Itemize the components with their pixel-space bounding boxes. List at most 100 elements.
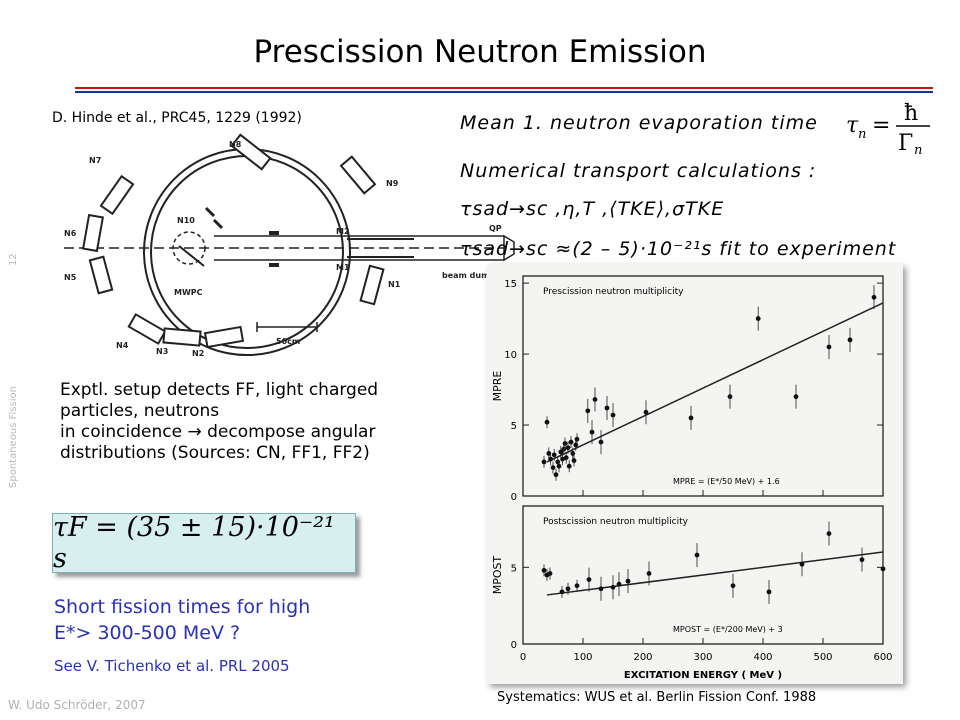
fit-line xyxy=(546,302,884,463)
data-point xyxy=(793,394,799,400)
data-point xyxy=(541,568,547,573)
data-point xyxy=(592,397,598,402)
x-tick-label: 100 xyxy=(573,652,592,663)
data-point xyxy=(598,439,604,445)
data-point xyxy=(871,294,877,300)
y-tick-label: 5 xyxy=(511,563,517,574)
page-number: 12 xyxy=(8,253,19,266)
data-point xyxy=(585,408,591,414)
formula-params: τsad→sc ,η,T ,⟨TKE⟩,σTKE xyxy=(460,198,725,220)
y-tick-label: 0 xyxy=(511,640,517,651)
panel-ylabel: MPOST xyxy=(491,555,504,594)
data-point xyxy=(847,337,853,343)
data-point xyxy=(565,445,571,451)
label-qp: QP xyxy=(489,224,502,233)
data-point xyxy=(643,409,649,415)
description-line: Exptl. setup detects FF, light charged xyxy=(60,380,379,400)
label-m2: M2 xyxy=(336,227,350,236)
title-rule-red xyxy=(75,87,933,89)
question-line: E*> 300-500 MeV ? xyxy=(54,622,241,644)
fit-label: MPOST = (E*/200 MeV) + 3 xyxy=(673,625,783,634)
svg-text:=: = xyxy=(872,113,890,138)
data-point xyxy=(550,465,556,471)
label-n7: N7 xyxy=(89,156,101,165)
label-scale: 50cm xyxy=(276,337,300,346)
data-point xyxy=(880,566,886,572)
y-tick-label: 0 xyxy=(511,492,517,503)
panel-title: Postscission neutron multiplicity xyxy=(543,517,689,527)
label-n10: N10 xyxy=(177,216,195,225)
author-footer: W. Udo Schröder, 2007 xyxy=(8,698,146,712)
detector-n7 xyxy=(99,174,135,216)
panel-title: Prescission neutron multiplicity xyxy=(543,287,684,297)
data-point xyxy=(562,441,568,446)
side-label: Spontaneous Fission xyxy=(8,386,19,488)
svg-text:ħ: ħ xyxy=(904,101,918,126)
y-tick-label: 5 xyxy=(511,421,517,432)
data-point xyxy=(755,316,761,321)
label-n8: N8 xyxy=(229,140,242,149)
svg-text:Γ: Γ xyxy=(898,131,913,156)
detector-n8 xyxy=(230,133,272,171)
label-n1: N1 xyxy=(388,280,401,289)
description-line: distributions (Sources: CN, FF1, FF2) xyxy=(60,443,370,463)
plot-panel-frame xyxy=(522,275,884,497)
x-tick-label: 200 xyxy=(633,652,652,663)
data-point xyxy=(541,459,547,465)
label-n6: N6 xyxy=(64,229,77,238)
detector-n2 xyxy=(203,325,245,349)
data-point xyxy=(574,436,580,442)
data-point xyxy=(546,451,552,456)
title-rule-blue xyxy=(75,91,933,93)
label-m1: M1 xyxy=(336,263,350,272)
x-tick-label: 300 xyxy=(693,652,712,663)
data-point xyxy=(586,577,592,582)
data-point xyxy=(727,394,733,400)
slide-title: Prescission Neutron Emission xyxy=(253,34,707,70)
citation: D. Hinde et al., PRC45, 1229 (1992) xyxy=(52,110,302,126)
x-axis-label: EXCITATION ENERGY ( MeV ) xyxy=(624,670,782,681)
svg-text:n: n xyxy=(858,127,866,142)
data-point xyxy=(598,586,604,592)
data-point xyxy=(616,581,622,587)
y-tick-label: 10 xyxy=(504,350,517,361)
data-point xyxy=(565,586,571,592)
data-point xyxy=(766,589,772,595)
y-tick-label: 15 xyxy=(504,279,517,290)
data-point xyxy=(625,578,631,584)
data-point xyxy=(553,472,559,478)
description-line: particles, neutrons xyxy=(60,401,220,421)
data-point xyxy=(551,452,557,458)
x-tick-label: 600 xyxy=(873,652,892,663)
fit-label: MPRE = (E*/50 MeV) + 1.6 xyxy=(673,477,780,486)
data-point xyxy=(826,531,832,536)
svg-text:τ: τ xyxy=(846,113,859,138)
formula-numerical-label: Numerical transport calculations : xyxy=(460,160,817,182)
label-n3: N3 xyxy=(156,347,168,356)
x-tick-label: 400 xyxy=(753,652,772,663)
data-point xyxy=(573,442,579,448)
fit-line xyxy=(546,551,884,596)
question-text: Short fission times for high E*> 300-500… xyxy=(54,594,310,646)
see-also-reference: See V. Tichenko et al. PRL 2005 xyxy=(54,657,290,675)
systematics-caption: Systematics: WUS et al. Berlin Fission C… xyxy=(497,690,817,705)
x-tick-label: 0 xyxy=(520,652,526,663)
formula-tau-n: τ n = ħ Γ n xyxy=(846,101,930,156)
label-n9: N9 xyxy=(386,179,399,188)
data-point xyxy=(556,463,562,469)
data-point xyxy=(555,459,561,465)
data-point xyxy=(646,571,652,576)
detector-n6 xyxy=(81,213,105,253)
detector-n5 xyxy=(88,255,114,295)
data-point xyxy=(563,455,569,461)
data-point xyxy=(574,583,580,589)
label-n2: N2 xyxy=(192,349,204,358)
data-point xyxy=(558,449,564,455)
data-point xyxy=(568,439,574,445)
data-point xyxy=(561,446,567,452)
description-line: in coincidence → decompose angular xyxy=(60,422,376,442)
formula-neutron-time: Mean 1. neutron evaporation time xyxy=(460,112,818,134)
setup-diagram: N8 N7 N9 N6 N10 M2 M1 N1 N5 MWPC N4 N3 N… xyxy=(64,133,517,358)
data-point xyxy=(560,456,565,462)
formula-fit: τsad→sc ≈(2 – 5)·10⁻²¹s fit to experimen… xyxy=(460,238,897,260)
